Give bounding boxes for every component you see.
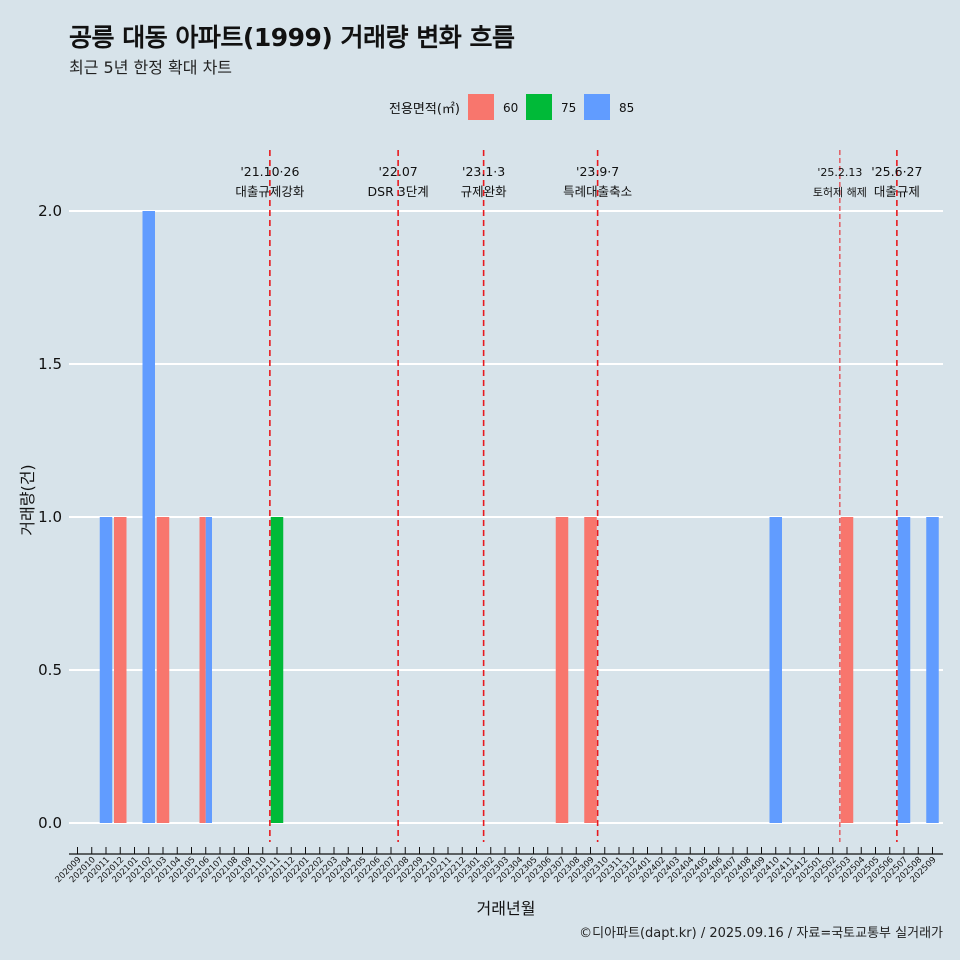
bar-85-202410	[769, 517, 782, 823]
legend-label-75: 75	[561, 101, 576, 115]
event-markers: '21.10·26 대출규제강화 '22.07 DSR 3단계 '23.1·3 규제완화 '…	[235, 150, 922, 842]
event-date: '23.9·7	[576, 164, 619, 179]
bars	[99, 211, 939, 823]
bar-60-202106	[199, 517, 206, 823]
bar-60-202309	[584, 517, 597, 823]
bar-60-202103	[156, 517, 170, 823]
legend-swatch-60	[468, 94, 494, 120]
bar-85-202509	[926, 517, 939, 823]
chart-title: 공릉 대동 아파트(1999) 거래량 변화 흐름	[69, 23, 515, 52]
y-axis: 0.0 0.5 1.0 1.5 2.0 거래량(건)	[18, 202, 62, 832]
event-date: '23.1·3	[462, 164, 505, 179]
event-label: 토허제 해제	[813, 185, 867, 199]
event-label: 특례대출축소	[563, 184, 632, 199]
bar-60-202307	[555, 517, 569, 823]
bar-85-202011	[99, 517, 113, 823]
legend-label-85: 85	[619, 101, 634, 115]
y-tick-label: 1.0	[38, 508, 62, 526]
y-tick-label: 2.0	[38, 202, 62, 220]
legend: 전용면적(㎡) 60 75 85	[389, 94, 634, 120]
source-caption: ©디아파트(dapt.kr) / 2025.09.16 / 자료=국토교통부 실…	[579, 926, 943, 941]
x-axis-label: 거래년월	[477, 899, 536, 918]
event-date: '21.10·26	[240, 164, 299, 179]
bar-75-202111	[270, 517, 284, 823]
event-date: '25.6·27	[871, 164, 922, 179]
bar-85-202102	[142, 211, 155, 823]
x-axis: 2020092020102020112020122021012021022021…	[54, 847, 943, 918]
legend-title: 전용면적(㎡)	[389, 102, 460, 117]
y-tick-label: 1.5	[38, 355, 62, 373]
legend-label-60: 60	[503, 101, 518, 115]
legend-swatch-85	[584, 94, 610, 120]
event-date: '22.07	[379, 164, 418, 179]
bar-85-202106	[205, 517, 212, 823]
event-label: DSR 3단계	[368, 184, 429, 199]
chart-subtitle: 최근 5년 한정 확대 차트	[69, 58, 233, 77]
event-label: 대출규제	[874, 184, 920, 199]
bar-60-202012	[114, 517, 127, 823]
grid-lines	[69, 210, 943, 824]
event-label: 대출규제강화	[235, 184, 305, 199]
legend-swatch-75	[526, 94, 552, 120]
y-axis-label: 거래량(건)	[18, 464, 37, 535]
y-tick-label: 0.0	[38, 814, 62, 832]
event-label: 규제완화	[461, 184, 508, 199]
y-tick-label: 0.5	[38, 661, 62, 679]
event-date: '25.2.13	[817, 166, 862, 179]
bar-60-202503	[840, 517, 854, 823]
bar-85-202507	[897, 517, 911, 823]
